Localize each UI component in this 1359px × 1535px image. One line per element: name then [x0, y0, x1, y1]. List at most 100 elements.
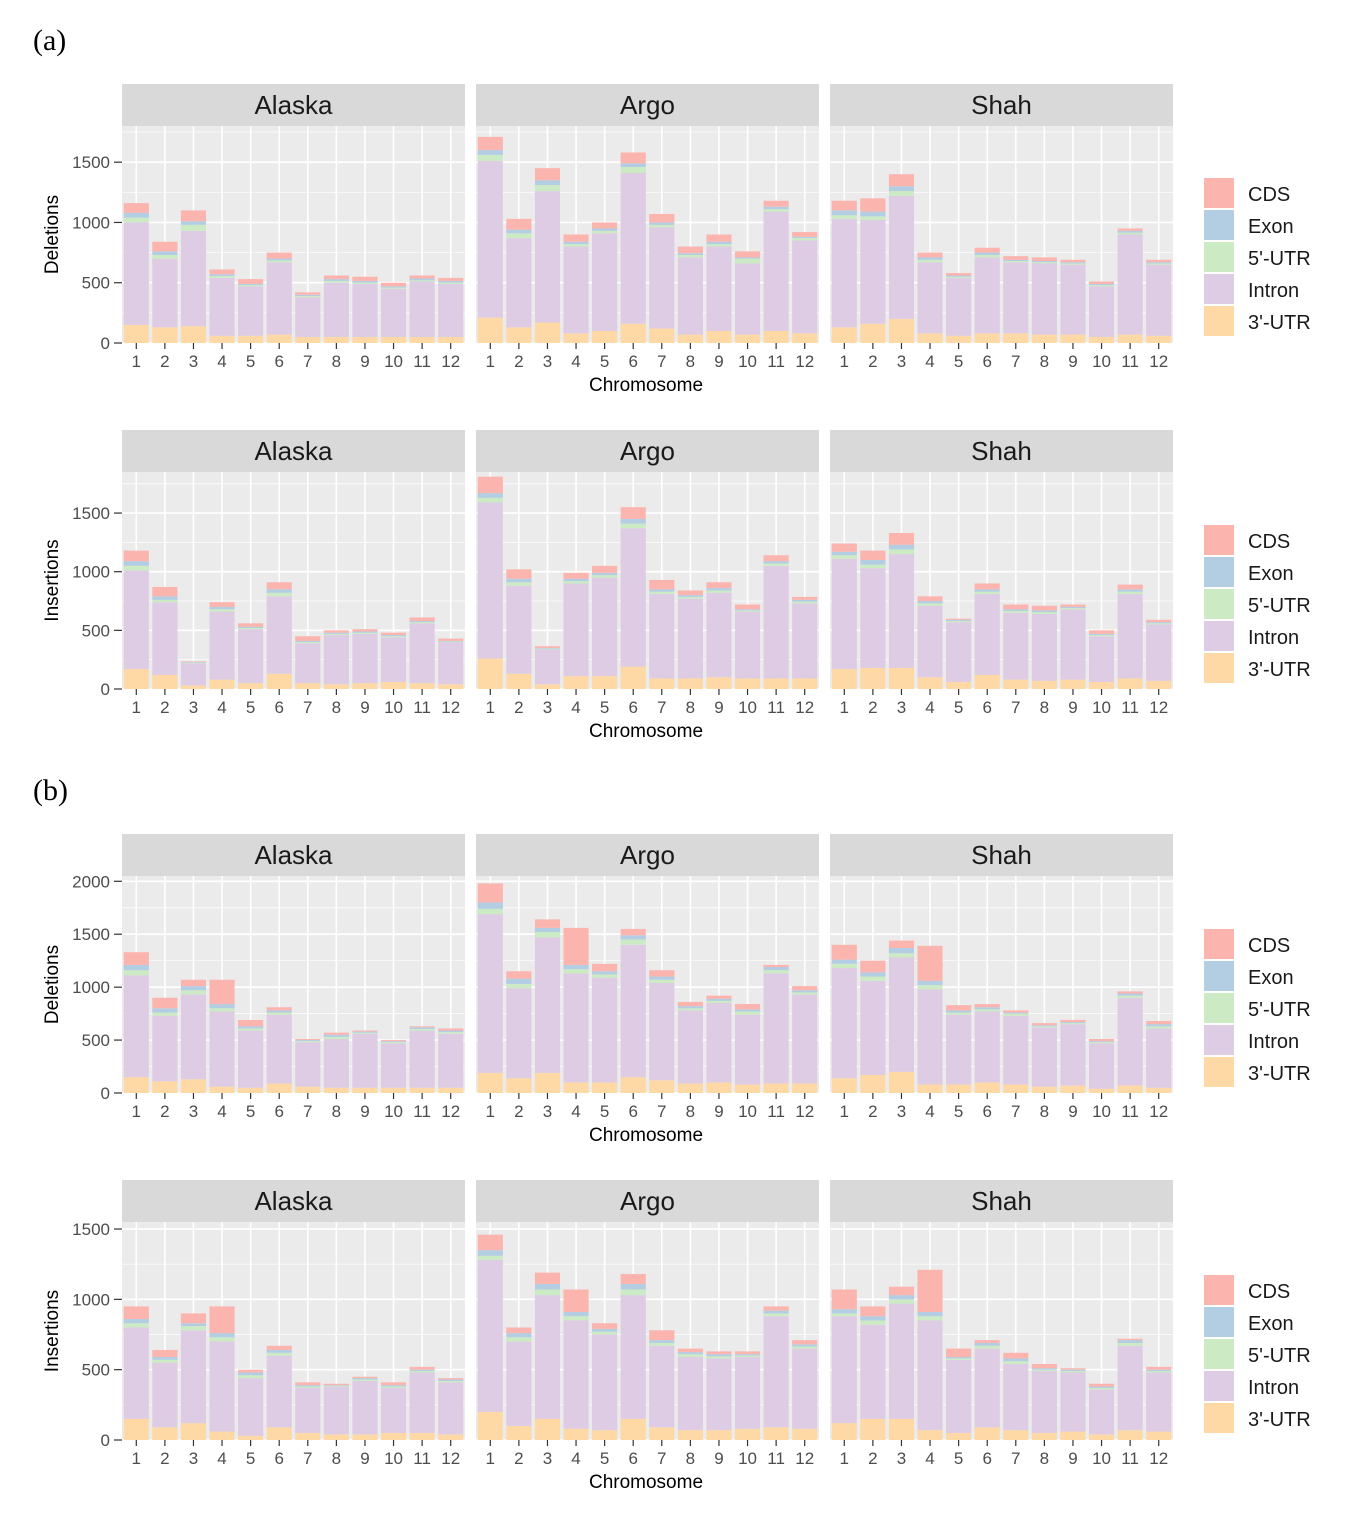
bar-segment-cds	[352, 629, 378, 632]
bar-segment-intron	[152, 1015, 178, 1082]
bar-segment-cds	[974, 1340, 1000, 1343]
legend-label: Intron	[1248, 627, 1299, 649]
bar-segment-5utr	[180, 990, 207, 995]
bar-segment-5utr	[477, 154, 503, 161]
bar-segment-intron	[649, 982, 675, 1081]
bar-segment-intron	[238, 1030, 264, 1088]
x-tick-label: 5	[246, 698, 255, 717]
x-tick-label: 7	[303, 1102, 312, 1121]
bar-segment-cds	[792, 596, 818, 600]
y-tick-label: 500	[82, 274, 110, 293]
bar-segment-3utr	[1031, 1432, 1057, 1440]
bar-segment-exon	[592, 228, 618, 231]
bar-segment-intron	[677, 598, 703, 679]
bar-segment-exon	[792, 599, 818, 602]
bar-segment-cds	[1003, 256, 1029, 260]
x-tick-label: 7	[657, 352, 666, 371]
bar-segment-exon	[1117, 230, 1143, 233]
x-tick-label: 3	[897, 352, 906, 371]
bar-segment-5utr	[592, 575, 618, 578]
x-tick-label: 7	[657, 1102, 666, 1121]
bar-segment-cds	[974, 583, 1000, 590]
bar-segment-intron	[352, 633, 378, 684]
bar-segment-exon	[792, 1344, 818, 1347]
bar-segment-cds	[649, 970, 675, 977]
bar-segment-cds	[763, 555, 789, 562]
bar-segment-exon	[946, 619, 972, 621]
bar-segment-exon	[592, 1328, 618, 1332]
bar-segment-exon	[323, 1034, 349, 1037]
bar-segment-intron	[706, 592, 732, 678]
bar-segment-5utr	[563, 581, 589, 584]
bar-segment-5utr	[946, 1358, 972, 1360]
bar-segment-exon	[946, 275, 972, 277]
bar-segment-cds	[534, 919, 561, 928]
x-tick-label: 2	[868, 1102, 877, 1121]
bar-segment-exon	[506, 1333, 532, 1338]
x-tick-label: 5	[246, 352, 255, 371]
bar-segment-3utr	[677, 678, 703, 689]
plot-background	[122, 876, 465, 1093]
x-tick-label: 1	[132, 698, 141, 717]
x-tick-label: 9	[360, 1449, 369, 1468]
legend-label: Exon	[1248, 563, 1294, 585]
legend-label: 5'-UTR	[1248, 1345, 1311, 1367]
bar-segment-3utr	[438, 336, 464, 343]
bar-segment-cds	[123, 1306, 149, 1320]
bar-segment-cds	[763, 964, 789, 968]
bar-segment-3utr	[209, 1086, 235, 1093]
bar-segment-exon	[352, 1378, 378, 1380]
bar-segment-5utr	[1060, 1023, 1086, 1025]
bar-segment-intron	[888, 957, 915, 1072]
bar-segment-intron	[974, 257, 1000, 334]
x-tick-label: 5	[954, 352, 963, 371]
bar-segment-intron	[506, 238, 532, 328]
bar-segment-intron	[1003, 1364, 1029, 1431]
bar-segment-5utr	[352, 632, 378, 634]
bar-segment-3utr	[706, 1082, 732, 1093]
plot-background	[122, 472, 465, 689]
bar-segment-intron	[180, 1330, 207, 1424]
x-tick-label: 10	[738, 1449, 757, 1468]
bar-segment-intron	[917, 262, 943, 334]
bar-segment-3utr	[506, 1078, 532, 1093]
bar-segment-cds	[649, 579, 675, 590]
bar-segment-intron	[295, 297, 321, 337]
bar-segment-intron	[380, 637, 407, 682]
bar-segment-cds	[946, 1348, 972, 1358]
bar-segment-exon	[238, 283, 264, 286]
bar-segment-intron	[677, 257, 703, 335]
bar-segment-cds	[534, 168, 561, 181]
bar-segment-exon	[706, 588, 732, 591]
legend-swatch	[1204, 621, 1234, 651]
bar-segment-cds	[974, 247, 1000, 253]
bar-segment-5utr	[380, 636, 407, 638]
bar-segment-intron	[1117, 1345, 1143, 1431]
plot-background	[830, 876, 1173, 1093]
bar-segment-intron	[792, 1348, 818, 1429]
bar-segment-cds	[649, 1330, 675, 1341]
bar-segment-cds	[323, 630, 349, 633]
x-tick-label: 10	[1092, 352, 1111, 371]
bar-segment-cds	[1088, 1039, 1115, 1042]
x-tick-label: 1	[840, 1102, 849, 1121]
bar-segment-exon	[1088, 633, 1115, 636]
bar-segment-intron	[123, 570, 149, 670]
bar-segment-cds	[860, 550, 886, 560]
bar-segment-cds	[888, 174, 915, 187]
bar-segment-cds	[831, 944, 857, 960]
bar-segment-3utr	[1117, 1085, 1143, 1093]
bar-segment-cds	[506, 971, 532, 979]
bar-segment-exon	[409, 1027, 435, 1029]
bar-segment-cds	[295, 1382, 321, 1386]
x-tick-label: 12	[1149, 1449, 1168, 1468]
bar-segment-cds	[352, 1376, 378, 1379]
bar-segment-exon	[860, 972, 886, 977]
bar-segment-exon	[563, 964, 589, 970]
bar-segment-cds	[1117, 1338, 1143, 1341]
bar-segment-exon	[152, 251, 178, 255]
x-tick-label: 5	[600, 698, 609, 717]
bar-segment-intron	[917, 1320, 943, 1431]
bar-segment-intron	[352, 1380, 378, 1435]
